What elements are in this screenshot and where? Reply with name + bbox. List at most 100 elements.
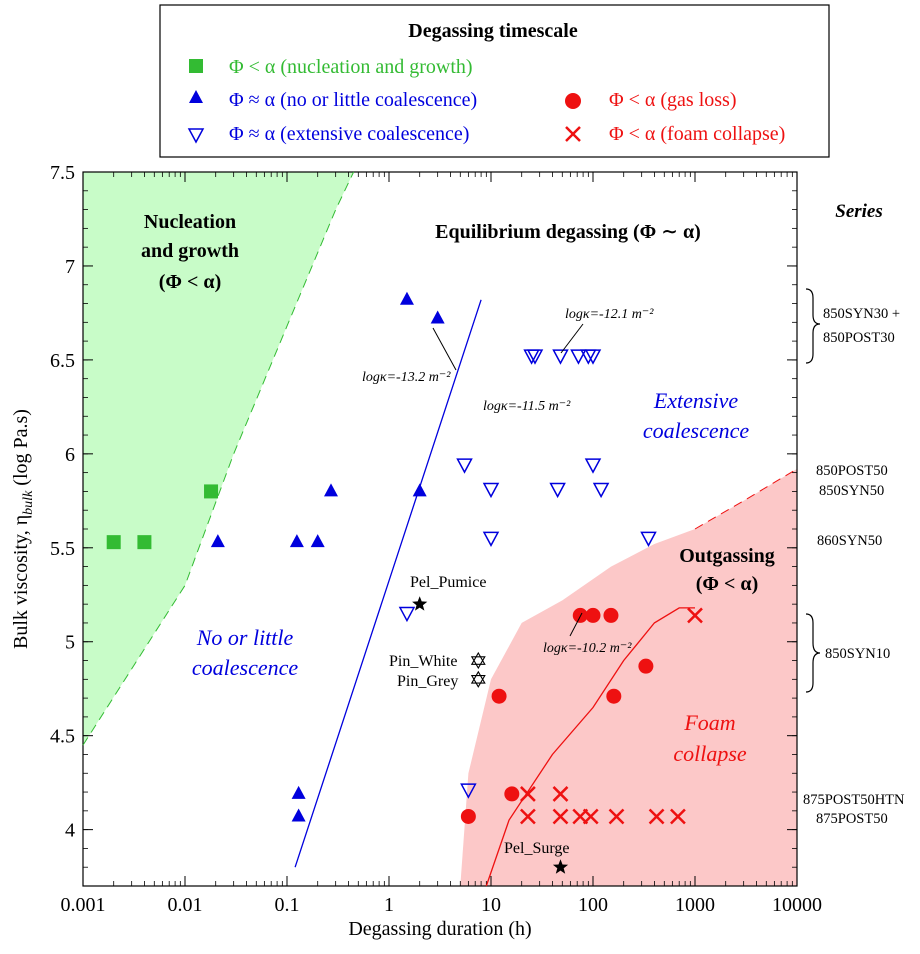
y-tick-label: 7 (65, 256, 75, 278)
x-axis-title: Degassing duration (h) (348, 918, 531, 940)
data-point-triangle-open (398, 606, 416, 623)
y-tick-label: 4.5 (50, 726, 75, 748)
data-point-square (204, 484, 219, 499)
legend-label-foam-collapse: Φ < α (foam collapse) (609, 123, 785, 145)
data-point-circle (504, 786, 520, 802)
x-tick-label: 1000 (675, 894, 715, 916)
y-axis-title: Bulk viscosity, ηbulk (log Pa.s) (10, 409, 36, 649)
reference-point-star-open (470, 670, 486, 684)
x-tick-label: 10 (481, 894, 501, 916)
series-group3: 860SYN50 (817, 533, 882, 549)
x-tick-label: 1 (384, 894, 394, 916)
nucleation-boundary (82, 171, 355, 746)
region-labels: Nucleation and growth (Φ < α) Equilibriu… (141, 211, 775, 595)
y-tick-label: 6 (65, 444, 75, 466)
data-point-triangle-open (552, 349, 569, 365)
reference-point-star-open (470, 656, 486, 670)
data-point-cross-stroke (648, 808, 665, 825)
legend: Degassing timescale Φ < α (nucleation an… (159, 4, 830, 158)
data-point-square (137, 535, 152, 550)
ref-label-pel-pumice: Pel_Pumice (410, 574, 486, 591)
x-tick-label: 10000 (772, 894, 822, 916)
data-point-cross-stroke (520, 786, 536, 802)
data-point-triangle (291, 785, 306, 799)
reference-point-star-open (470, 651, 486, 665)
series-group1-b: 850POST30 (823, 330, 895, 346)
region-labels-italic: Extensive coalescence No or little coale… (192, 388, 749, 766)
data-point-cross-stroke (582, 808, 599, 825)
x-tick-label: 0.1 (275, 894, 300, 916)
data-point-triangle (323, 483, 338, 497)
nucleation-region (83, 172, 354, 746)
x-tick-label: 0.01 (168, 894, 203, 916)
y-axis-title-sub: bulk (21, 490, 36, 515)
legend-marker-cross (565, 126, 581, 142)
y-tick-label: 4 (65, 820, 75, 842)
foam-collapse-curve (485, 607, 695, 887)
y-tick-label: 6.5 (50, 350, 75, 372)
outgassing-region (460, 468, 797, 886)
data-point-triangle-open (570, 349, 587, 365)
data-point-triangle (399, 291, 414, 305)
data-point-cross (648, 808, 665, 825)
data-point-triangle-open (584, 349, 602, 365)
ref-label-pel-surge: Pel_Surge (504, 840, 569, 857)
data-point-triangle-open (549, 482, 566, 499)
data-point-cross-stroke (670, 808, 686, 825)
legend-marker-triangle-open (187, 128, 205, 144)
data-point-triangle-open (592, 482, 610, 499)
outgassing-boundary-dashed (694, 468, 798, 530)
reference-point-star-open (470, 675, 486, 688)
data-point-cross (670, 808, 686, 825)
reference-point-star (412, 596, 428, 611)
annotation-leader-102 (569, 612, 583, 637)
curves-layer (82, 171, 798, 887)
annotation-leader-121 (560, 323, 584, 354)
y-axis-title-unit: (log Pa.s) (10, 409, 32, 491)
region-label-nucleation-1: Nucleation (144, 211, 236, 233)
data-point-triangle-open (482, 531, 500, 547)
ticks-layer: 0.001 0.01 0.1 1 10 100 1000 10000 4 4.5 5 5.5 6 6.5 7… (50, 162, 822, 916)
data-point-triangle-open (640, 531, 657, 547)
series-group1-a: 850SYN30 + (823, 306, 900, 322)
data-point-cross-stroke (520, 808, 536, 825)
annotation-leader-132 (432, 327, 457, 371)
data-point-triangle (412, 483, 427, 497)
data-point-circle (585, 607, 601, 623)
data-point-cross-stroke (687, 607, 703, 624)
legend-label-extensive-coalescence: Φ ≈ α (extensive coalescence) (229, 123, 469, 145)
series-column: Series 850SYN30 + 850POST30 850POST50 85… (803, 201, 905, 827)
data-point-triangle-open (460, 783, 477, 799)
series-brace-2 (805, 613, 821, 693)
regions-layer (83, 172, 797, 886)
y-axis-title-main: Bulk viscosity, η (10, 515, 32, 649)
legend-marker-triangle (189, 90, 203, 103)
annotation-logk-132: logκ=-13.2 m⁻² (362, 370, 451, 385)
data-point-cross (552, 786, 569, 802)
annotation-logk-121: logκ=-12.1 m⁻² (565, 307, 654, 322)
data-point-triangle (289, 534, 304, 548)
series-group2-a: 850POST50 (816, 463, 888, 479)
ref-label-pin-white: Pin_White (389, 653, 457, 670)
data-point-triangle (310, 534, 325, 548)
x-tick-label: 0.001 (61, 894, 106, 916)
reference-labels: Pel_Pumice Pin_White Pin_Grey Pel_Surge (389, 574, 569, 857)
region-label-foam-2: collapse (673, 741, 747, 766)
region-label-outgassing-2: (Φ < α) (696, 573, 758, 595)
legend-label-gas-loss: Φ < α (gas loss) (609, 89, 736, 111)
legend-box (159, 4, 830, 158)
data-point-triangle-open (456, 458, 473, 474)
data-point-triangle (430, 310, 445, 324)
series-group4: 850SYN10 (825, 646, 890, 662)
region-label-no-little-1: No or little (196, 625, 294, 650)
region-label-outgassing-1: Outgassing (679, 545, 775, 567)
data-point-cross (582, 808, 599, 825)
annotation-logk-102: logκ=-10.2 m⁻² (543, 641, 632, 656)
data-point-circle (491, 688, 507, 704)
data-point-triangle-open (584, 458, 602, 474)
data-point-cross (552, 808, 569, 825)
data-point-triangle (210, 534, 225, 548)
x-tick-label: 100 (578, 894, 608, 916)
data-point-cross (520, 808, 536, 825)
